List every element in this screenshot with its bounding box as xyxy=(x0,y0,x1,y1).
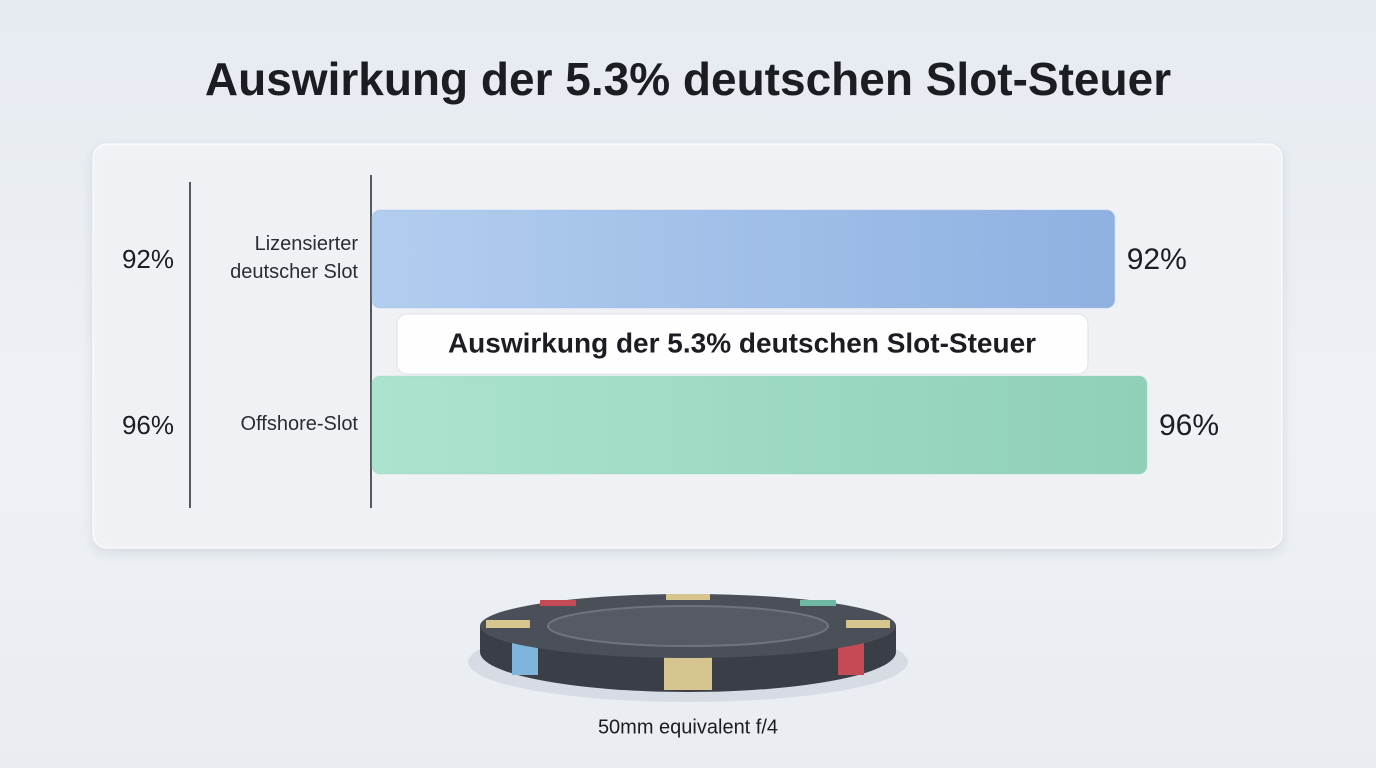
bar xyxy=(371,209,1116,309)
category-label: Lizensierter deutscher Slot xyxy=(230,233,358,283)
chart-title: Auswirkung der 5.3% deutschen Slot-Steue… xyxy=(204,53,1172,105)
annotation-box xyxy=(396,313,1089,375)
poker-chip xyxy=(468,594,908,702)
annotation: Auswirkung der 5.3% deutschen Slot-Steue… xyxy=(448,327,1036,358)
value-label: 96% xyxy=(1159,409,1219,442)
bar xyxy=(371,375,1148,475)
category-label: Offshore-Slot xyxy=(240,413,358,435)
value-label: 92% xyxy=(1127,243,1187,276)
bars xyxy=(371,209,1148,475)
side-value-label: 92% xyxy=(122,244,174,274)
caption: 50mm equivalent f/4 xyxy=(598,716,778,738)
side-value-label: 96% xyxy=(122,410,174,440)
